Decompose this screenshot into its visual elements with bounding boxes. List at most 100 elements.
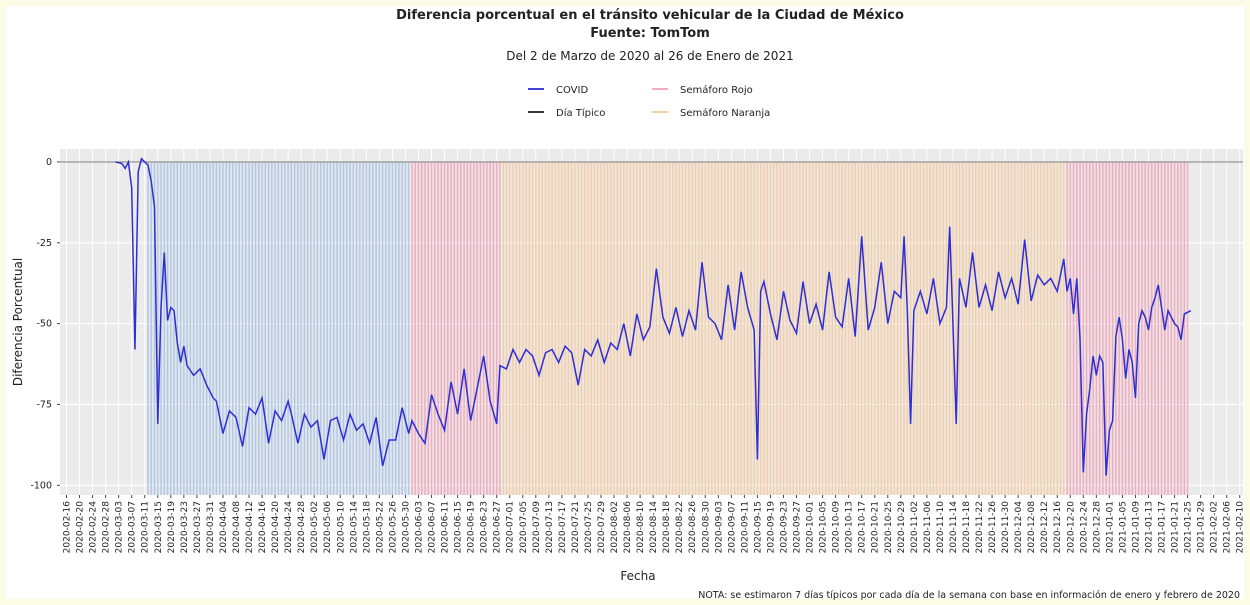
x-tick-label: 2020-12-04 xyxy=(1014,501,1024,554)
x-tick-label: 2020-04-04 xyxy=(219,501,229,554)
x-tick-label: 2020-12-24 xyxy=(1079,501,1089,554)
x-tick-label: 2020-05-26 xyxy=(388,501,398,554)
x-tick-label: 2021-02-10 xyxy=(1236,501,1246,554)
x-tick-label: 2020-11-18 xyxy=(962,501,972,554)
x-tick-label: 2020-11-02 xyxy=(910,501,920,553)
x-tick-label: 2020-03-19 xyxy=(167,501,177,554)
x-tick-label: 2021-01-01 xyxy=(1105,501,1115,553)
x-tick-label: 2020-12-12 xyxy=(1040,501,1050,553)
x-tick-label: 2021-01-21 xyxy=(1171,501,1181,553)
y-tick-label: -75 xyxy=(36,399,52,410)
x-tick-label: 2020-10-29 xyxy=(897,501,907,554)
x-tick-label: 2020-04-12 xyxy=(245,501,255,553)
legend-label: Semáforo Rojo xyxy=(680,84,753,96)
x-tick-label: 2020-04-24 xyxy=(284,501,294,554)
x-tick-label: 2021-01-13 xyxy=(1144,501,1154,553)
x-tick-label: 2020-09-03 xyxy=(714,501,724,553)
chart-subtitle: Del 2 de Marzo de 2020 al 26 de Enero de… xyxy=(506,49,793,63)
y-tick-label: -100 xyxy=(30,480,52,491)
x-tick-label: 2020-08-14 xyxy=(649,501,659,554)
x-tick-label: 2020-11-26 xyxy=(988,501,998,554)
x-tick-label: 2020-02-16 xyxy=(63,501,73,554)
x-tick-label: 2020-06-07 xyxy=(428,501,438,553)
x-tick-label: 2020-08-22 xyxy=(675,501,685,553)
x-tick-label: 2020-07-05 xyxy=(519,501,529,553)
x-tick-label: 2020-04-28 xyxy=(297,501,307,554)
x-tick-label: 2020-12-28 xyxy=(1092,501,1102,554)
x-tick-label: 2020-04-16 xyxy=(258,501,268,554)
x-tick-label: 2020-08-02 xyxy=(610,501,620,553)
y-axis-label: Diferencia Porcentual xyxy=(11,258,25,386)
x-tick-label: 2020-07-29 xyxy=(597,501,607,554)
x-tick-label: 2020-12-20 xyxy=(1066,501,1076,554)
x-tick-label: 2020-05-10 xyxy=(336,501,346,554)
x-tick-label: 2020-05-22 xyxy=(375,501,385,553)
x-tick-label: 2020-11-06 xyxy=(923,501,933,554)
x-tick-label: 2020-09-19 xyxy=(766,501,776,554)
y-tick-label: -50 xyxy=(36,319,52,330)
line xyxy=(115,157,1192,476)
x-tick-label: 2020-02-28 xyxy=(102,501,112,554)
x-tick-label: 2020-04-20 xyxy=(271,501,281,554)
x-tick-label: 2020-03-27 xyxy=(193,501,203,553)
x-tick-label: 2020-04-08 xyxy=(232,501,242,554)
x-tick-label: 2021-01-09 xyxy=(1131,501,1141,554)
x-tick-label: 2021-01-25 xyxy=(1184,501,1194,553)
plot-panel xyxy=(60,149,1243,495)
x-tick-label: 2020-02-20 xyxy=(76,501,86,554)
note: NOTA: se estimaron 7 días típicos por ca… xyxy=(698,590,1240,601)
x-tick-label: 2021-01-17 xyxy=(1158,501,1168,553)
band xyxy=(411,161,500,496)
x-tick-label: 2020-09-23 xyxy=(779,501,789,553)
x-axis-label: Fecha xyxy=(620,569,655,583)
x-tick-label: 2020-10-21 xyxy=(871,501,881,553)
x-tick-label: 2020-05-06 xyxy=(323,501,333,554)
legend-label: Día Típico xyxy=(556,107,605,119)
x-tick-label: 2020-11-22 xyxy=(975,501,985,553)
x-tick-label: 2020-03-07 xyxy=(128,501,138,553)
x-tick-label: 2021-01-29 xyxy=(1197,501,1207,554)
x-tick-label: 2020-08-18 xyxy=(662,501,672,554)
x-tick-label: 2020-06-03 xyxy=(414,501,424,553)
x-tick-label: 2020-03-23 xyxy=(180,501,190,553)
legend-label: Semáforo Naranja xyxy=(680,107,770,119)
x-tick-label: 2020-10-13 xyxy=(845,501,855,553)
x-tick-label: 2020-12-08 xyxy=(1027,501,1037,554)
x-tick-label: 2020-07-25 xyxy=(584,501,594,553)
x-tick-label: 2020-06-27 xyxy=(493,501,503,553)
y-tick-label: -25 xyxy=(36,238,52,249)
x-tick-label: 2020-03-31 xyxy=(206,501,216,553)
chart-source: Fuente: TomTom xyxy=(590,26,710,41)
x-tick-label: 2020-09-07 xyxy=(727,501,737,553)
x-tick-label: 2020-03-11 xyxy=(141,501,151,553)
legend-label: COVID xyxy=(556,85,588,96)
x-tick-label: 2020-07-17 xyxy=(558,501,568,553)
x-tick-label: 2020-06-15 xyxy=(454,501,464,553)
x-tick-label: 2021-02-02 xyxy=(1210,501,1220,553)
x-tick-label: 2020-08-10 xyxy=(636,501,646,554)
x-tick-label: 2021-02-06 xyxy=(1223,501,1233,554)
x-tick-label: 2020-08-06 xyxy=(623,501,633,554)
x-tick-label: 2020-06-23 xyxy=(480,501,490,553)
x-tick-label: 2020-07-09 xyxy=(532,501,542,554)
x-tick-label: 2020-05-30 xyxy=(401,501,411,554)
x-tick-label: 2020-08-30 xyxy=(701,501,711,554)
x-tick-label: 2020-08-26 xyxy=(688,501,698,554)
x-tick-label: 2020-05-14 xyxy=(349,501,359,554)
chart-title: Diferencia porcentual en el tránsito veh… xyxy=(396,8,904,23)
x-tick-label: 2020-09-15 xyxy=(753,501,763,553)
x-tick-label: 2020-12-16 xyxy=(1053,501,1063,554)
x-tick-label: 2020-11-14 xyxy=(949,501,959,554)
x-tick-label: 2020-10-01 xyxy=(806,501,816,553)
x-tick-label: 2020-09-11 xyxy=(740,501,750,553)
x-tick-label: 2020-07-13 xyxy=(545,501,555,553)
x-tick-label: 2020-11-10 xyxy=(936,501,946,554)
x-tick-label: 2020-06-19 xyxy=(467,501,477,554)
x-tick-label: 2020-10-25 xyxy=(884,501,894,553)
x-tick-label: 2020-07-21 xyxy=(571,501,581,553)
x-tick-label: 2020-10-17 xyxy=(858,501,868,553)
x-tick-label: 2020-05-18 xyxy=(362,501,372,554)
x-tick-label: 2020-07-01 xyxy=(506,501,516,553)
y-tick-label: 0 xyxy=(46,157,52,168)
